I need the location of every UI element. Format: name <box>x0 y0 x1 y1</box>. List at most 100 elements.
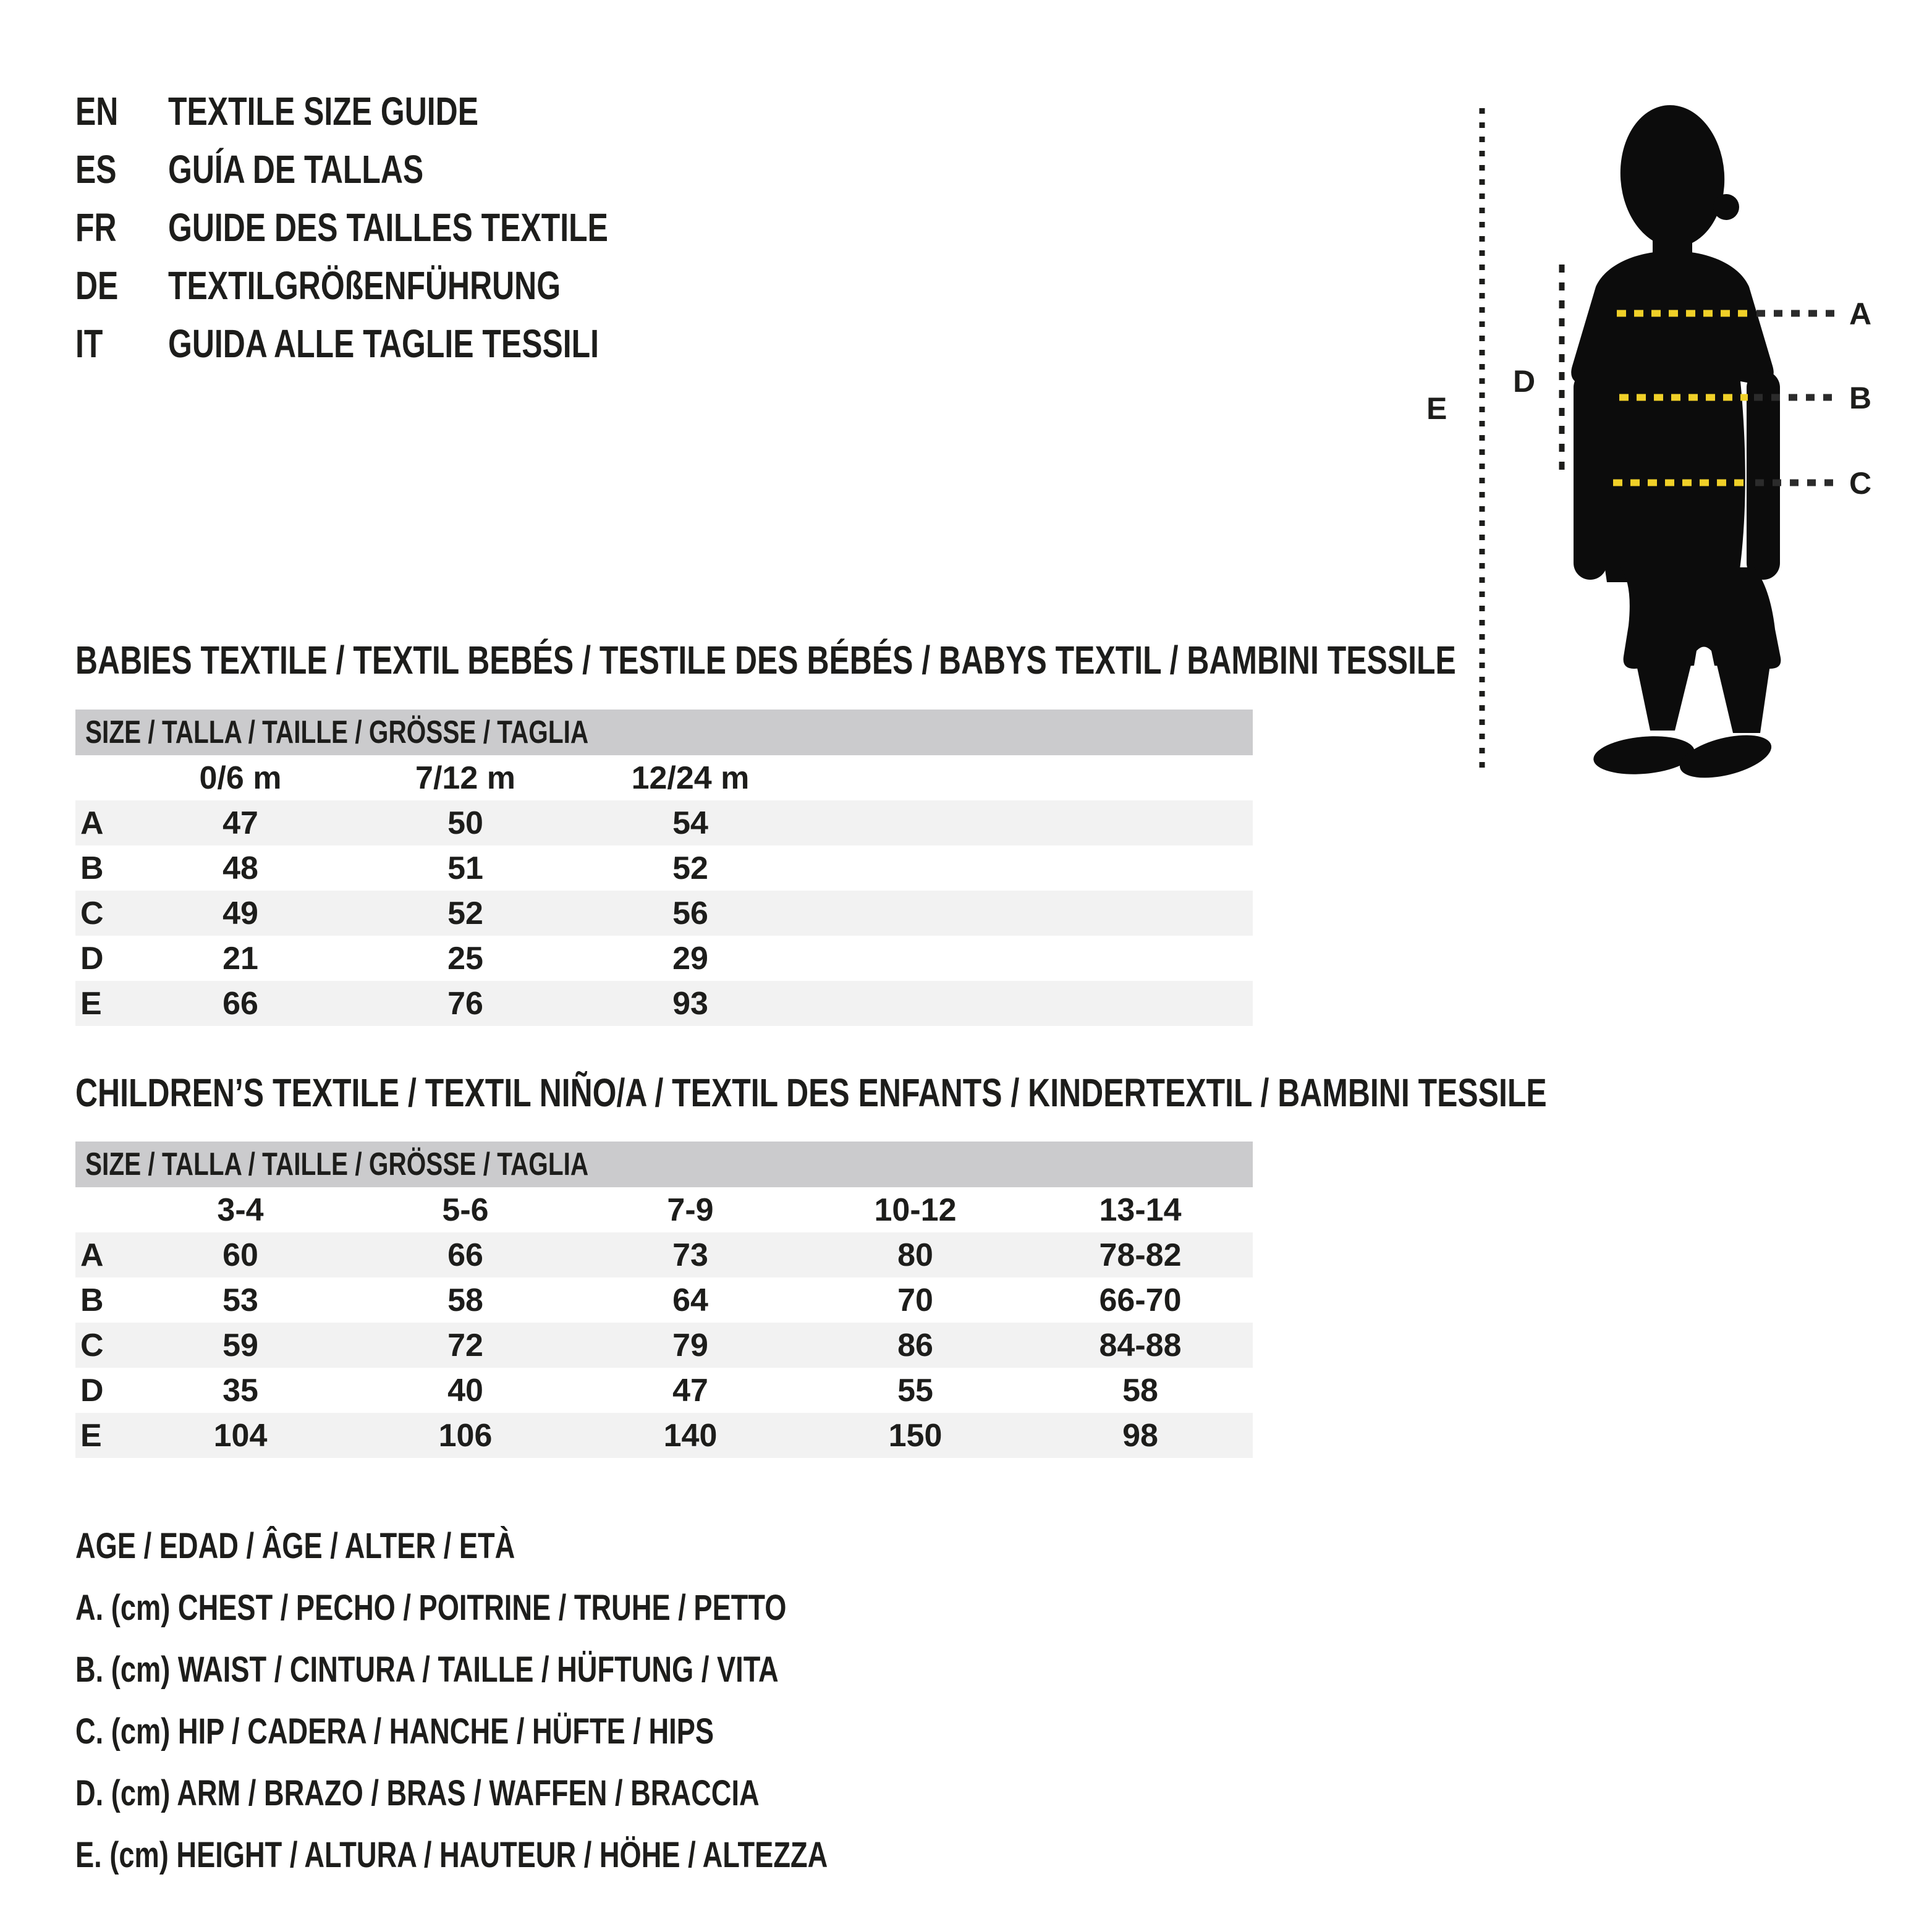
child-silhouette <box>1571 105 1781 778</box>
silhouette-arm-left <box>1574 371 1607 580</box>
size-value: 60 <box>222 1237 258 1273</box>
column-header-row: 0/6 m 7/12 m 12/24 m <box>75 755 1253 800</box>
size-value: 51 <box>447 850 483 886</box>
row-label: A <box>80 805 104 841</box>
size-value: 50 <box>447 805 483 841</box>
table-row-d: D 21 25 29 <box>75 936 1253 981</box>
title-row-fr: FR GUIDE DES TAILLES TEXTILE <box>75 198 732 256</box>
row-label: E <box>80 1417 102 1454</box>
size-value: 86 <box>897 1327 933 1363</box>
size-value: 72 <box>447 1327 483 1363</box>
size-value: 66-70 <box>1099 1282 1182 1318</box>
size-value: 66 <box>447 1237 483 1273</box>
legend-age: AGE / EDAD / ÂGE / ALTER / ETÀ <box>75 1526 515 1566</box>
silhouette-shoe-right <box>1679 735 1772 778</box>
row-label: C <box>80 1327 104 1363</box>
size-header-bar: SIZE / TALLA / TAILLE / GRÖSSE / TAGLIA <box>75 1142 1253 1187</box>
column-header: 10-12 <box>874 1192 957 1228</box>
silhouette-shirt <box>1571 251 1774 582</box>
size-value: 56 <box>672 895 708 931</box>
row-label: A <box>80 1237 104 1273</box>
language-code: EN <box>75 89 119 133</box>
silhouette-head <box>1620 105 1725 247</box>
measure-label-d: D <box>1513 364 1535 399</box>
page-title: TEXTILGRÖßENFÜHRUNG <box>168 263 561 308</box>
size-value: 76 <box>447 985 483 1022</box>
children-section-heading: CHILDREN’S TEXTILE / TEXTIL NIÑO/A / TEX… <box>75 1070 1547 1115</box>
size-value: 21 <box>222 940 258 977</box>
row-label: E <box>80 985 102 1022</box>
table-row-c: C 59 72 79 86 84-88 <box>75 1323 1253 1368</box>
silhouette-leg-left <box>1637 665 1691 731</box>
table-row-b: B 53 58 64 70 66-70 <box>75 1277 1253 1323</box>
size-value: 150 <box>888 1417 943 1454</box>
language-title-block: EN TEXTILE SIZE GUIDE ES GUÍA DE TALLAS … <box>75 82 732 373</box>
table-row-b: B 48 51 52 <box>75 845 1253 891</box>
size-value: 78-82 <box>1099 1237 1182 1273</box>
column-header: 0/6 m <box>199 760 282 796</box>
title-row-it: IT GUIDA ALLE TAGLIE TESSILI <box>75 315 732 373</box>
column-header: 12/24 m <box>631 760 750 796</box>
page-title: GUIDA ALLE TAGLIE TESSILI <box>168 321 600 366</box>
size-value: 55 <box>897 1372 933 1409</box>
size-value: 58 <box>1122 1372 1158 1409</box>
silhouette-shorts <box>1621 567 1781 669</box>
size-value: 49 <box>222 895 258 931</box>
size-value: 52 <box>672 850 708 886</box>
children-size-table: SIZE / TALLA / TAILLE / GRÖSSE / TAGLIA … <box>75 1142 1253 1458</box>
silhouette-shoe-left <box>1593 736 1695 774</box>
column-header: 3-4 <box>217 1192 264 1228</box>
size-value: 73 <box>672 1237 708 1273</box>
size-value: 93 <box>672 985 708 1022</box>
size-value: 106 <box>438 1417 493 1454</box>
language-code: FR <box>75 205 117 250</box>
size-value: 54 <box>672 805 708 841</box>
size-value: 79 <box>672 1327 708 1363</box>
title-row-es: ES GUÍA DE TALLAS <box>75 140 732 198</box>
size-value: 140 <box>663 1417 718 1454</box>
size-value: 64 <box>672 1282 708 1318</box>
column-header: 13-14 <box>1099 1192 1182 1228</box>
page-title: TEXTILE SIZE GUIDE <box>168 89 479 133</box>
table-row-a: A 60 66 73 80 78-82 <box>75 1232 1253 1277</box>
legend-chest: A. (cm) CHEST / PECHO / POITRINE / TRUHE… <box>75 1588 787 1628</box>
legend-waist: B. (cm) WAIST / CINTURA / TAILLE / HÜFTU… <box>75 1650 779 1690</box>
size-value: 52 <box>447 895 483 931</box>
title-row-en: EN TEXTILE SIZE GUIDE <box>75 82 732 140</box>
babies-size-table: SIZE / TALLA / TAILLE / GRÖSSE / TAGLIA … <box>75 710 1253 1026</box>
size-value: 40 <box>447 1372 483 1409</box>
silhouette-leg-right <box>1717 665 1770 733</box>
silhouette-ear <box>1713 194 1739 220</box>
size-value: 84-88 <box>1099 1327 1182 1363</box>
column-header: 7-9 <box>667 1192 714 1228</box>
language-code: ES <box>75 147 117 192</box>
page-title: GUIDE DES TAILLES TEXTILE <box>168 205 608 250</box>
title-row-de: DE TEXTILGRÖßENFÜHRUNG <box>75 256 732 315</box>
size-value: 35 <box>222 1372 258 1409</box>
size-header-bar: SIZE / TALLA / TAILLE / GRÖSSE / TAGLIA <box>75 710 1253 755</box>
size-value: 98 <box>1122 1417 1158 1454</box>
size-value: 25 <box>447 940 483 977</box>
size-value: 66 <box>222 985 258 1022</box>
row-label: B <box>80 1282 104 1318</box>
legend-arm: D. (cm) ARM / BRAZO / BRAS / WAFFEN / BR… <box>75 1773 760 1813</box>
language-code: DE <box>75 263 119 308</box>
legend-height: E. (cm) HEIGHT / ALTURA / HAUTEUR / HÖHE… <box>75 1835 828 1875</box>
table-row-d: D 35 40 47 55 58 <box>75 1368 1253 1413</box>
row-label: D <box>80 1372 104 1409</box>
measurement-legend: AGE / EDAD / ÂGE / ALTER / ETÀ A. (cm) C… <box>75 1515 1040 1886</box>
column-header: 7/12 m <box>415 760 515 796</box>
measure-label-c: C <box>1849 466 1871 501</box>
legend-hip: C. (cm) HIP / CADERA / HANCHE / HÜFTE / … <box>75 1711 714 1752</box>
measure-label-a: A <box>1849 297 1871 331</box>
table-row-e: E 66 76 93 <box>75 981 1253 1026</box>
row-label: C <box>80 895 104 931</box>
language-code: IT <box>75 321 103 366</box>
size-value: 47 <box>222 805 258 841</box>
size-value: 104 <box>213 1417 268 1454</box>
measurement-figure: A B C D E <box>1409 93 1928 785</box>
measure-label-e: E <box>1426 391 1447 426</box>
size-value: 80 <box>897 1237 933 1273</box>
silhouette-arm-right <box>1747 371 1780 580</box>
column-header: 5-6 <box>442 1192 489 1228</box>
